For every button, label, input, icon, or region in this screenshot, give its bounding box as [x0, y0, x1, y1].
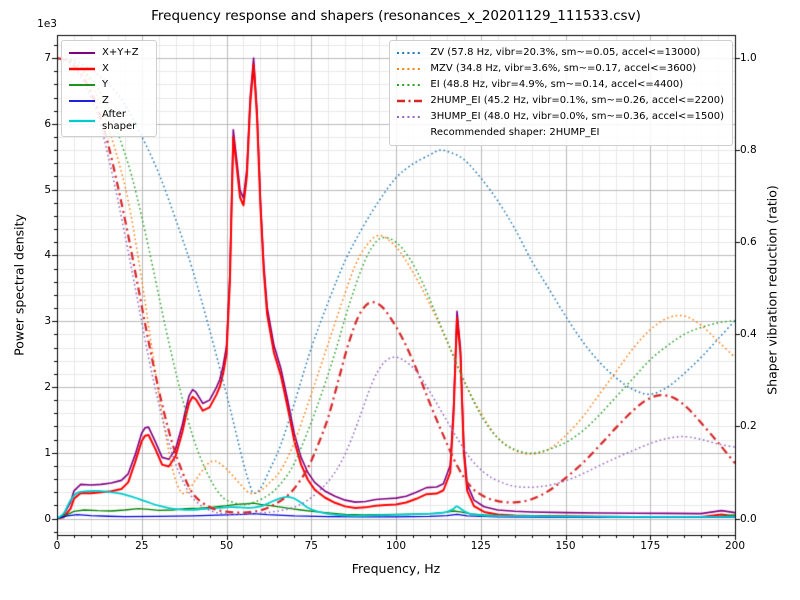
x-tick-label: 200 [724, 540, 746, 552]
y-right-tick-label: 0.6 [740, 236, 757, 249]
legend-item-2hump_ei: 2HUMP_EI (45.2 Hz, vibr=0.1%, sm~=0.26, … [396, 93, 724, 109]
legend-line-swatch [69, 52, 95, 54]
y-left-tick-label: 5 [44, 183, 51, 196]
chart-title: Frequency response and shapers (resonanc… [151, 8, 641, 24]
legend-label: 2HUMP_EI (45.2 Hz, vibr=0.1%, sm~=0.26, … [430, 95, 724, 107]
legend-line-swatch [69, 67, 95, 71]
y-left-tick-label: 2 [44, 380, 51, 393]
legend-note-recommended-shaper: Recommended shaper: 2HUMP_EI [396, 125, 724, 141]
legend-item-3hump_ei: 3HUMP_EI (48.0 Hz, vibr=0.0%, sm~=0.36, … [396, 109, 724, 125]
x-tick-label: 150 [555, 540, 576, 552]
legend-line-swatch [69, 84, 95, 86]
legend-item-x+y+z: X+Y+Z [68, 45, 148, 61]
legend-line-swatch [69, 100, 95, 102]
legend-item-ei: EI (48.8 Hz, vibr=4.9%, sm~=0.14, accel<… [396, 77, 724, 93]
y-right-tick-label: 1.0 [740, 51, 757, 64]
x-axis-label: Frequency, Hz [351, 561, 441, 576]
x-tick-label: 75 [304, 540, 318, 552]
legend-line-swatch [397, 52, 424, 54]
y-left-tick-label: 3 [44, 314, 51, 327]
legend-line-swatch [397, 68, 424, 70]
legend-item-after: After shaper [68, 109, 148, 132]
legend-label: X [102, 63, 109, 75]
legend-shapers: ZV (57.8 Hz, vibr=20.3%, sm~=0.05, accel… [389, 40, 733, 146]
legend-item-z: Z [68, 93, 148, 109]
y-right-tick-label: 0.4 [740, 328, 757, 341]
legend-label: Z [102, 95, 109, 107]
legend-line-swatch [69, 119, 95, 122]
y-left-tick-label: 7 [44, 51, 51, 64]
x-tick-label: 125 [470, 540, 491, 552]
y-axis-label-right: Shaper vibration reduction (ratio) [764, 185, 780, 395]
y-left-tick-label: 0 [44, 512, 51, 525]
legend-label: MZV (34.8 Hz, vibr=3.6%, sm~=0.17, accel… [430, 63, 697, 75]
legend-item-zv: ZV (57.8 Hz, vibr=20.3%, sm~=0.05, accel… [396, 45, 724, 61]
legend-note-label: Recommended shaper: 2HUMP_EI [430, 127, 600, 139]
legend-psd: X+Y+Z X Y Z After shaper [61, 40, 157, 137]
legend-line-swatch [397, 84, 424, 86]
y-left-tick-label: 1 [44, 446, 51, 459]
legend-label: Y [102, 79, 109, 91]
y-axis-offset-text: 1e3 [37, 18, 57, 30]
legend-item-x: X [68, 61, 148, 77]
legend-label: X+Y+Z [102, 47, 139, 59]
legend-line-swatch [397, 116, 424, 118]
legend-label: After shaper [102, 109, 137, 132]
legend-label: EI (48.8 Hz, vibr=4.9%, sm~=0.14, accel<… [430, 79, 684, 91]
x-tick-label: 25 [135, 540, 149, 552]
x-tick-label: 0 [53, 540, 61, 552]
x-tick-label: 100 [385, 540, 407, 552]
legend-line-swatch [397, 99, 424, 103]
x-tick-label: 175 [640, 540, 661, 552]
x-tick-label: 50 [219, 540, 234, 552]
legend-item-y: Y [68, 77, 148, 93]
y-left-tick-label: 4 [44, 249, 51, 262]
y-axis-label-left: Power spectral density [11, 214, 27, 356]
y-right-tick-label: 0.0 [740, 512, 757, 525]
y-right-tick-label: 0.8 [740, 143, 757, 156]
legend-label: 3HUMP_EI (48.0 Hz, vibr=0.0%, sm~=0.36, … [430, 111, 724, 123]
legend-item-mzv: MZV (34.8 Hz, vibr=3.6%, sm~=0.17, accel… [396, 61, 724, 77]
legend-label: ZV (57.8 Hz, vibr=20.3%, sm~=0.05, accel… [430, 47, 701, 59]
y-left-tick-label: 6 [44, 117, 51, 130]
y-right-tick-label: 0.2 [740, 420, 757, 433]
